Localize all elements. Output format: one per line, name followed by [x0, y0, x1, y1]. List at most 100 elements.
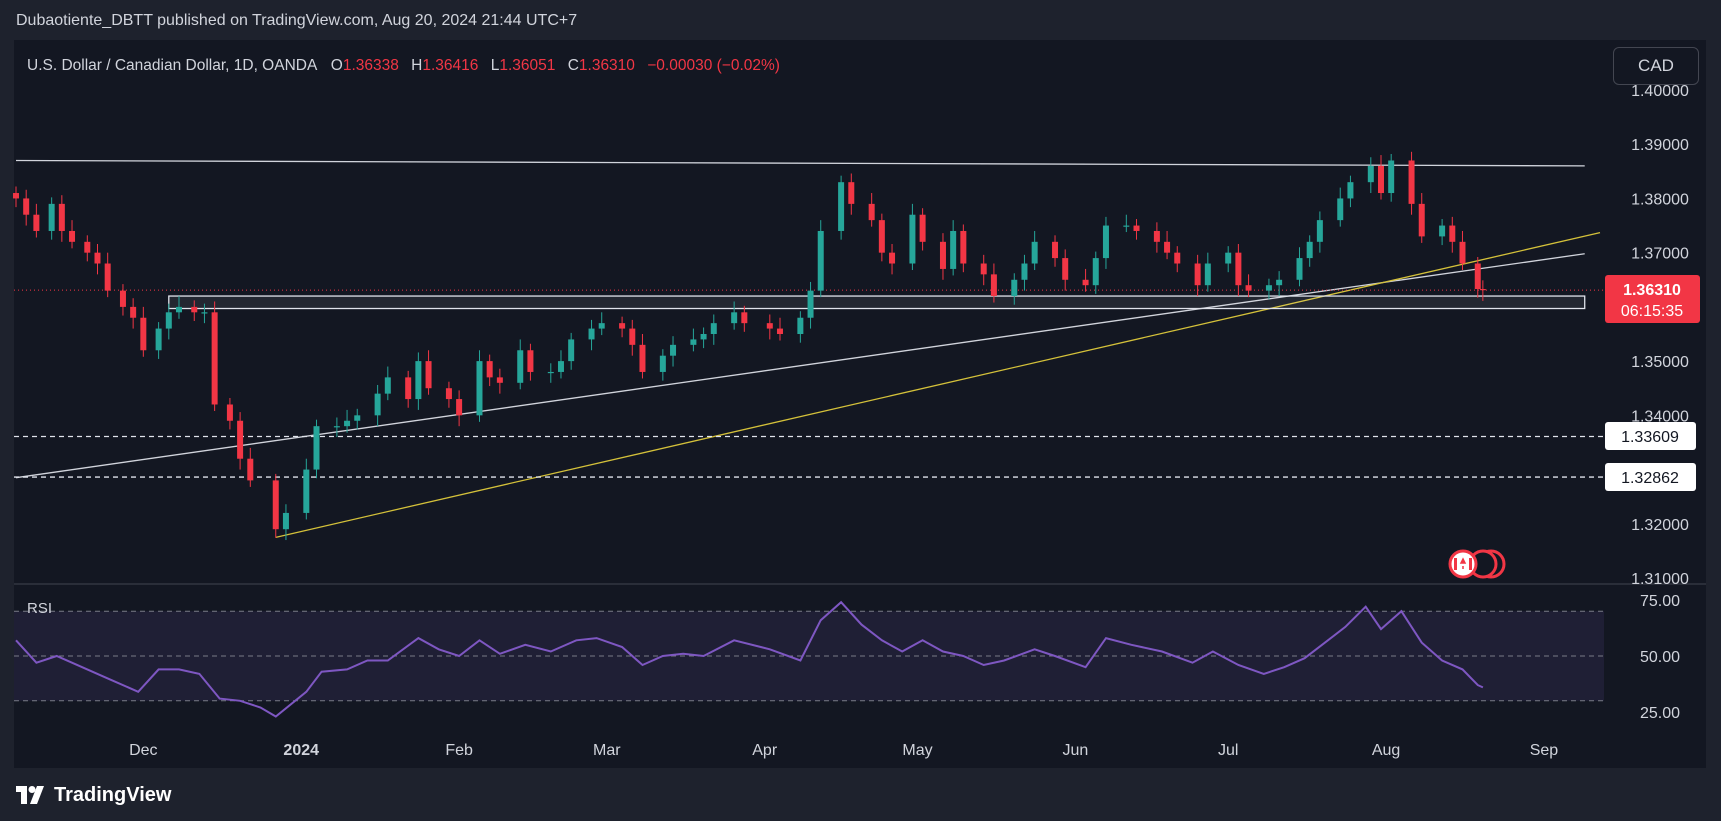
candle-body [817, 230, 824, 291]
candle [807, 281, 814, 329]
candle [23, 189, 30, 226]
candle [1377, 155, 1384, 200]
candle-body [1296, 258, 1303, 280]
candle-body [486, 361, 493, 378]
candle-body [1031, 241, 1038, 264]
candle-body [517, 350, 524, 383]
candle-body [838, 182, 845, 231]
candle-body [568, 339, 575, 362]
candle [303, 458, 310, 520]
candle-body [155, 328, 162, 351]
candle-body [1367, 165, 1374, 183]
legend-symbol: U.S. Dollar / Canadian Dollar, 1D, OANDA [27, 57, 318, 74]
candle [1337, 187, 1344, 227]
candle-body [405, 377, 412, 400]
candle [557, 350, 564, 379]
candle [226, 397, 233, 430]
candle-body [1123, 225, 1130, 227]
candle [140, 306, 147, 357]
candle [104, 252, 111, 298]
candle-body [1082, 279, 1089, 286]
candle-body [950, 230, 957, 269]
candle-body [588, 328, 595, 340]
candle [94, 243, 101, 275]
candle [1276, 271, 1283, 297]
candle [354, 408, 361, 430]
candle [950, 220, 957, 276]
candle-body [415, 361, 422, 400]
candle-body [48, 203, 55, 231]
price-axis-tick: 1.38000 [1631, 191, 1689, 208]
candle-body [333, 426, 340, 428]
candle [1388, 153, 1395, 202]
drawing-layer [14, 159, 1604, 538]
candle [48, 197, 55, 240]
candle [1153, 222, 1160, 253]
candle [165, 303, 172, 340]
candle-body [1235, 252, 1242, 286]
candle [486, 354, 493, 387]
candle [1082, 268, 1089, 292]
candle [1235, 243, 1242, 297]
candle-body [425, 361, 432, 389]
candle-body [1204, 263, 1211, 286]
candle-layer [13, 151, 1486, 541]
candle [1062, 249, 1069, 291]
rsi-axis-tick: 25.00 [1640, 705, 1680, 722]
svg-text:1.33609: 1.33609 [1621, 429, 1679, 446]
candle [939, 233, 946, 280]
candle-body [980, 263, 987, 275]
candle [425, 350, 432, 395]
candle [33, 203, 40, 238]
rsi-label: RSI [27, 600, 52, 617]
candle-body [1011, 279, 1018, 297]
candle [1408, 151, 1415, 215]
candle-body [659, 355, 666, 372]
candle-body [527, 350, 534, 372]
candle-body [547, 371, 554, 374]
candle-body [456, 399, 463, 416]
candle [817, 220, 824, 298]
candle [1449, 216, 1456, 253]
event-flags[interactable] [1448, 549, 1506, 579]
candle-body [58, 203, 65, 231]
svg-text:1.32862: 1.32862 [1621, 470, 1679, 487]
candle-body [909, 214, 916, 264]
candle [237, 412, 244, 470]
candle-body [476, 361, 483, 416]
candle [1164, 230, 1171, 260]
candle-body [165, 312, 172, 329]
candle-body [1408, 160, 1415, 204]
candle-body [889, 252, 896, 264]
candle [710, 314, 717, 345]
candle-body [84, 241, 91, 253]
footer-brand: TradingView [54, 783, 172, 806]
candle-body [119, 290, 126, 307]
candle [405, 370, 412, 408]
candle-body [1133, 225, 1140, 231]
candle [272, 473, 279, 538]
candle-body [919, 214, 926, 242]
candle [1031, 230, 1038, 271]
white-trendline [15, 253, 1585, 479]
level-label-1: 1.33609 [1605, 422, 1696, 450]
candle-body [598, 323, 605, 329]
legend-o-label: O [331, 57, 343, 74]
candle [1102, 216, 1109, 269]
currency-button[interactable]: CAD [1613, 47, 1699, 85]
candle-body [496, 377, 503, 383]
candle [155, 322, 162, 359]
candle [58, 195, 65, 242]
legend-l-label: L [491, 57, 500, 74]
price-axis-tick: 1.34000 [1631, 408, 1689, 425]
candle [374, 384, 381, 427]
candle [1316, 211, 1323, 253]
candle [1092, 251, 1099, 294]
candle [119, 284, 126, 316]
candle [1133, 219, 1140, 240]
rsi-axis-tick: 75.00 [1640, 593, 1680, 610]
time-axis-tick: Mar [593, 742, 621, 759]
legend-change: −0.00030 (−0.02%) [647, 57, 780, 74]
candle-body [69, 230, 76, 242]
